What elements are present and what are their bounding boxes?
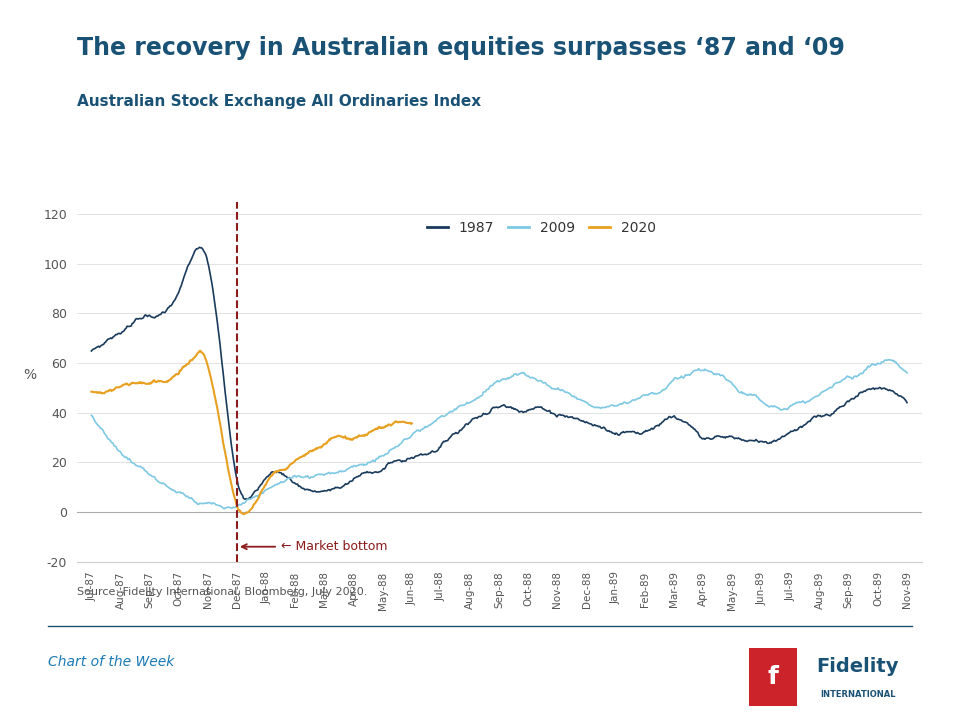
1987 [194,243,205,251]
2020 [406,419,418,428]
1987 [608,429,619,438]
Text: INTERNATIONAL: INTERNATIONAL [820,690,896,699]
2020 [319,440,330,449]
Text: Australian Stock Exchange All Ordinaries Index: Australian Stock Exchange All Ordinaries… [77,94,481,109]
2009 [218,505,229,513]
2009 [607,401,618,410]
FancyBboxPatch shape [749,648,797,706]
2009 [135,463,147,472]
1987 [790,426,802,435]
Line: 2020: 2020 [91,351,412,514]
Text: Source: Fidelity International, Bloomberg, July 2020.: Source: Fidelity International, Bloomber… [77,587,367,597]
Text: ← Market bottom: ← Market bottom [242,540,387,553]
Line: 2009: 2009 [91,360,907,509]
2020 [190,352,202,361]
Text: The recovery in Australian equities surpasses ‘87 and ‘09: The recovery in Australian equities surp… [77,36,845,60]
Text: f: f [767,665,779,689]
2009 [706,367,717,376]
1987 [901,398,913,407]
1987 [562,412,573,420]
2020 [238,510,250,518]
Text: Chart of the Week: Chart of the Week [48,655,175,669]
1987 [707,435,718,444]
2020 [194,346,205,355]
Line: 1987: 1987 [91,247,907,499]
2009 [883,356,895,364]
1987 [583,419,594,428]
2009 [901,369,913,377]
Text: Fidelity: Fidelity [816,657,899,675]
2009 [561,388,572,397]
2020 [320,439,331,448]
Legend: 1987, 2009, 2020: 1987, 2009, 2020 [421,216,661,241]
2020 [85,387,97,396]
2009 [789,399,801,408]
2009 [582,398,593,407]
2009 [85,411,97,420]
2020 [213,414,225,423]
2020 [289,457,300,466]
1987 [135,315,147,323]
1987 [242,495,253,503]
1987 [85,347,97,356]
Y-axis label: %: % [23,368,36,382]
2020 [124,380,135,389]
